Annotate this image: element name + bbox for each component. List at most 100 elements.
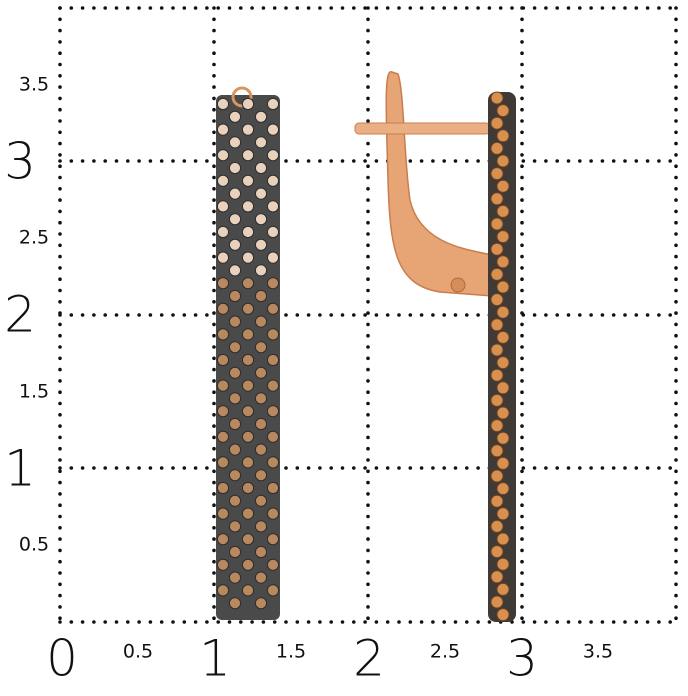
stone bbox=[254, 571, 268, 584]
stone bbox=[241, 379, 255, 392]
stone bbox=[254, 187, 268, 200]
x-label: 0.5 bbox=[123, 641, 153, 663]
stone bbox=[496, 482, 510, 496]
stone bbox=[216, 277, 230, 290]
stone bbox=[490, 141, 504, 155]
stone bbox=[496, 330, 510, 344]
stone bbox=[216, 558, 230, 571]
y-label: 3 bbox=[4, 133, 36, 191]
stone bbox=[241, 533, 255, 546]
stone bbox=[266, 558, 280, 571]
x-label: 2.5 bbox=[430, 641, 460, 663]
stone bbox=[216, 200, 230, 213]
stone bbox=[228, 341, 242, 354]
stone bbox=[254, 161, 268, 175]
stone bbox=[254, 443, 268, 456]
stone bbox=[241, 481, 255, 495]
x-label: 0 bbox=[46, 630, 78, 688]
stone bbox=[490, 267, 504, 281]
stone bbox=[216, 481, 230, 495]
stone bbox=[254, 469, 268, 482]
stone bbox=[241, 430, 255, 443]
stone bbox=[254, 597, 268, 610]
stone bbox=[241, 584, 255, 597]
x-label: 1.5 bbox=[276, 641, 306, 663]
stone bbox=[241, 123, 255, 136]
stone bbox=[490, 368, 504, 382]
stone bbox=[216, 149, 230, 162]
stone bbox=[266, 251, 280, 264]
clasp-bar bbox=[354, 122, 491, 135]
stone bbox=[490, 242, 504, 256]
stone bbox=[254, 289, 268, 303]
stone bbox=[496, 305, 510, 319]
stone bbox=[241, 149, 255, 162]
stone bbox=[490, 217, 504, 231]
stone bbox=[496, 104, 510, 118]
stone bbox=[228, 469, 242, 482]
stone bbox=[266, 123, 280, 136]
stone bbox=[254, 213, 268, 226]
stone bbox=[254, 520, 268, 533]
stone bbox=[496, 582, 510, 596]
stone bbox=[216, 584, 230, 597]
stone bbox=[228, 315, 242, 328]
stone bbox=[266, 379, 280, 392]
stone bbox=[216, 405, 230, 418]
stone bbox=[266, 481, 280, 495]
stone bbox=[216, 302, 230, 315]
stone bbox=[496, 204, 510, 218]
stone bbox=[216, 123, 230, 136]
stone bbox=[266, 200, 280, 213]
stone bbox=[228, 264, 242, 277]
stone bbox=[266, 456, 280, 469]
stone bbox=[216, 430, 230, 443]
stone bbox=[228, 443, 242, 456]
stone bbox=[266, 507, 280, 520]
stone bbox=[254, 136, 268, 149]
stone bbox=[228, 571, 242, 584]
stone bbox=[216, 97, 230, 111]
stone bbox=[241, 405, 255, 418]
stone bbox=[496, 557, 510, 571]
stone bbox=[216, 174, 230, 187]
stone bbox=[241, 277, 255, 290]
stone bbox=[496, 179, 510, 193]
stone bbox=[241, 200, 255, 213]
stone bbox=[241, 174, 255, 187]
stone bbox=[216, 533, 230, 546]
x-label: 3.5 bbox=[583, 641, 613, 663]
stone bbox=[496, 406, 510, 420]
y-label: 2.5 bbox=[19, 227, 49, 249]
stone bbox=[266, 277, 280, 290]
stone bbox=[241, 353, 255, 367]
stone bbox=[216, 507, 230, 520]
earring-front bbox=[216, 86, 280, 620]
stone bbox=[241, 328, 255, 341]
x-label: 2 bbox=[353, 630, 385, 688]
y-label: 2 bbox=[4, 286, 36, 344]
stone bbox=[266, 302, 280, 315]
loop bbox=[231, 86, 253, 108]
stone bbox=[228, 520, 242, 533]
stone bbox=[490, 91, 504, 105]
stone bbox=[228, 187, 242, 200]
stone bbox=[490, 570, 504, 584]
stone bbox=[496, 154, 510, 168]
stone bbox=[496, 608, 510, 622]
stone bbox=[228, 597, 242, 610]
stone bbox=[254, 341, 268, 354]
stone bbox=[228, 213, 242, 226]
stone bbox=[228, 238, 242, 251]
stone bbox=[241, 302, 255, 315]
stone bbox=[490, 595, 504, 609]
stone bbox=[254, 315, 268, 328]
x-label: 3 bbox=[506, 630, 538, 688]
stone bbox=[228, 366, 242, 379]
stone bbox=[490, 293, 504, 307]
stone bbox=[490, 469, 504, 483]
stone bbox=[216, 379, 230, 392]
stone bbox=[496, 129, 510, 143]
stone bbox=[266, 353, 280, 367]
stone bbox=[254, 494, 268, 507]
